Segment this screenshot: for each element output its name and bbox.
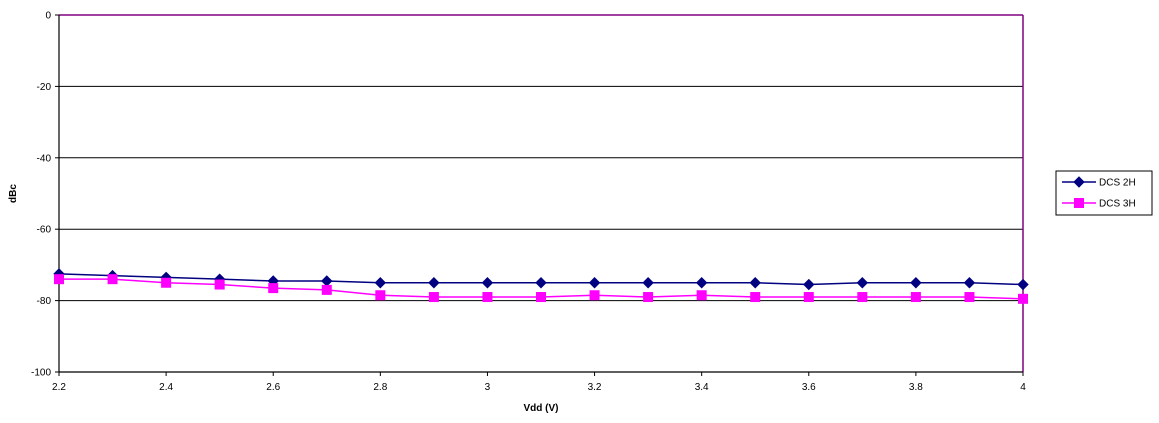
data-point xyxy=(750,292,761,303)
data-point xyxy=(535,277,547,289)
y-tick-label: -80 xyxy=(37,296,52,307)
data-point xyxy=(803,292,814,303)
series-dcs-2h xyxy=(53,268,1029,291)
legend-box xyxy=(1055,170,1153,216)
data-point xyxy=(321,284,332,295)
data-point xyxy=(107,274,118,285)
x-tick-label: 3.8 xyxy=(909,382,923,393)
data-point xyxy=(696,290,707,301)
data-point xyxy=(643,292,654,303)
data-point xyxy=(161,277,172,288)
data-point xyxy=(54,274,64,285)
x-tick-label: 4 xyxy=(1020,382,1026,393)
y-tick-label: -60 xyxy=(37,225,52,236)
data-point xyxy=(642,277,654,289)
y-tick-label: -20 xyxy=(37,82,52,93)
data-point xyxy=(856,277,869,289)
series-dcs-3h xyxy=(54,274,1028,304)
data-point xyxy=(803,278,815,291)
data-point xyxy=(857,292,868,303)
legend-marker xyxy=(1073,176,1085,188)
gridlines xyxy=(59,14,1023,302)
axes xyxy=(55,14,1024,376)
x-tick-label: 3.4 xyxy=(695,382,709,393)
x-tick-label: 2.8 xyxy=(373,382,387,393)
data-point xyxy=(964,292,975,303)
data-point xyxy=(482,292,493,303)
x-tick-label: 3 xyxy=(485,382,491,393)
data-point xyxy=(375,290,386,301)
data-point xyxy=(749,277,761,289)
data-point xyxy=(910,292,921,303)
x-tick-label: 2.6 xyxy=(266,382,280,393)
y-tick-label: -40 xyxy=(37,153,52,164)
legend-marker xyxy=(1074,198,1084,208)
data-point xyxy=(428,277,440,289)
data-point xyxy=(428,292,439,303)
legend-label: DCS 3H xyxy=(1099,199,1136,210)
data-point xyxy=(214,279,225,290)
data-point xyxy=(910,277,922,289)
data-series xyxy=(53,268,1029,304)
legend-label: DCS 2H xyxy=(1099,178,1136,189)
data-point xyxy=(268,283,279,294)
data-point xyxy=(1017,278,1029,291)
data-point xyxy=(589,290,600,301)
data-point xyxy=(374,277,387,289)
y-tick-label: 0 xyxy=(45,11,51,22)
data-point xyxy=(695,277,708,289)
x-axis-title: Vdd (V) xyxy=(524,403,559,414)
data-point xyxy=(536,292,546,303)
x-tick-label: 3.2 xyxy=(588,382,602,393)
y-tick-label: -100 xyxy=(31,368,51,379)
data-point xyxy=(1018,293,1028,304)
data-point xyxy=(963,277,976,289)
legend: DCS 2H DCS 3H xyxy=(1055,170,1153,216)
x-tick-label: 3.6 xyxy=(802,382,816,393)
data-point xyxy=(588,277,601,289)
x-tick-label: 2.2 xyxy=(52,382,66,393)
data-point xyxy=(321,275,333,287)
data-point xyxy=(481,277,494,289)
x-tick-label: 2.4 xyxy=(159,382,173,393)
y-axis-title: dBc xyxy=(8,184,19,203)
